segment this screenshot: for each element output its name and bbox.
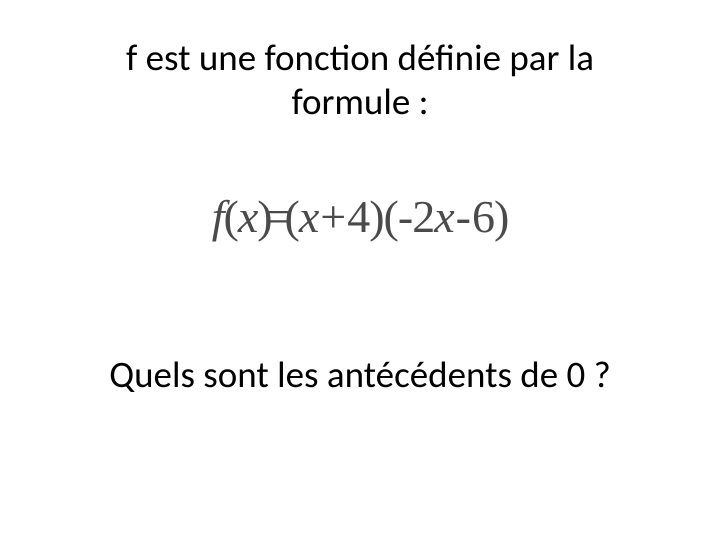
heading-line-1: f est une fonction définie par la: [126, 35, 594, 80]
formula-fn: f: [212, 191, 224, 242]
slide: f est une fonction définie par la formul…: [0, 0, 720, 540]
plus-icon: +: [320, 191, 345, 242]
factor2-const: 6: [472, 191, 494, 242]
close-paren-icon: ): [494, 191, 508, 242]
open-paren-icon: (: [285, 191, 299, 242]
open-paren-icon: (: [223, 191, 237, 242]
open-paren-icon: (: [384, 191, 398, 242]
minus-icon: -: [456, 191, 470, 242]
factor2-var: x: [434, 191, 453, 242]
heading: f est une fonction définie par la formul…: [0, 36, 720, 125]
formula: f(x)=(x+4)(-2x-6): [212, 190, 509, 243]
question-text: Quels sont les antécédents de 0 ?: [0, 352, 720, 397]
factor2-coeff: -2: [398, 191, 434, 242]
factor1-const: 4: [347, 191, 369, 242]
heading-line-2: formule :: [291, 79, 428, 124]
formula-container: f(x)=(x+4)(-2x-6): [0, 190, 720, 243]
factor1-var: x: [299, 191, 318, 242]
formula-lhs-var: x: [238, 191, 257, 242]
close-paren-icon: ): [369, 191, 383, 242]
